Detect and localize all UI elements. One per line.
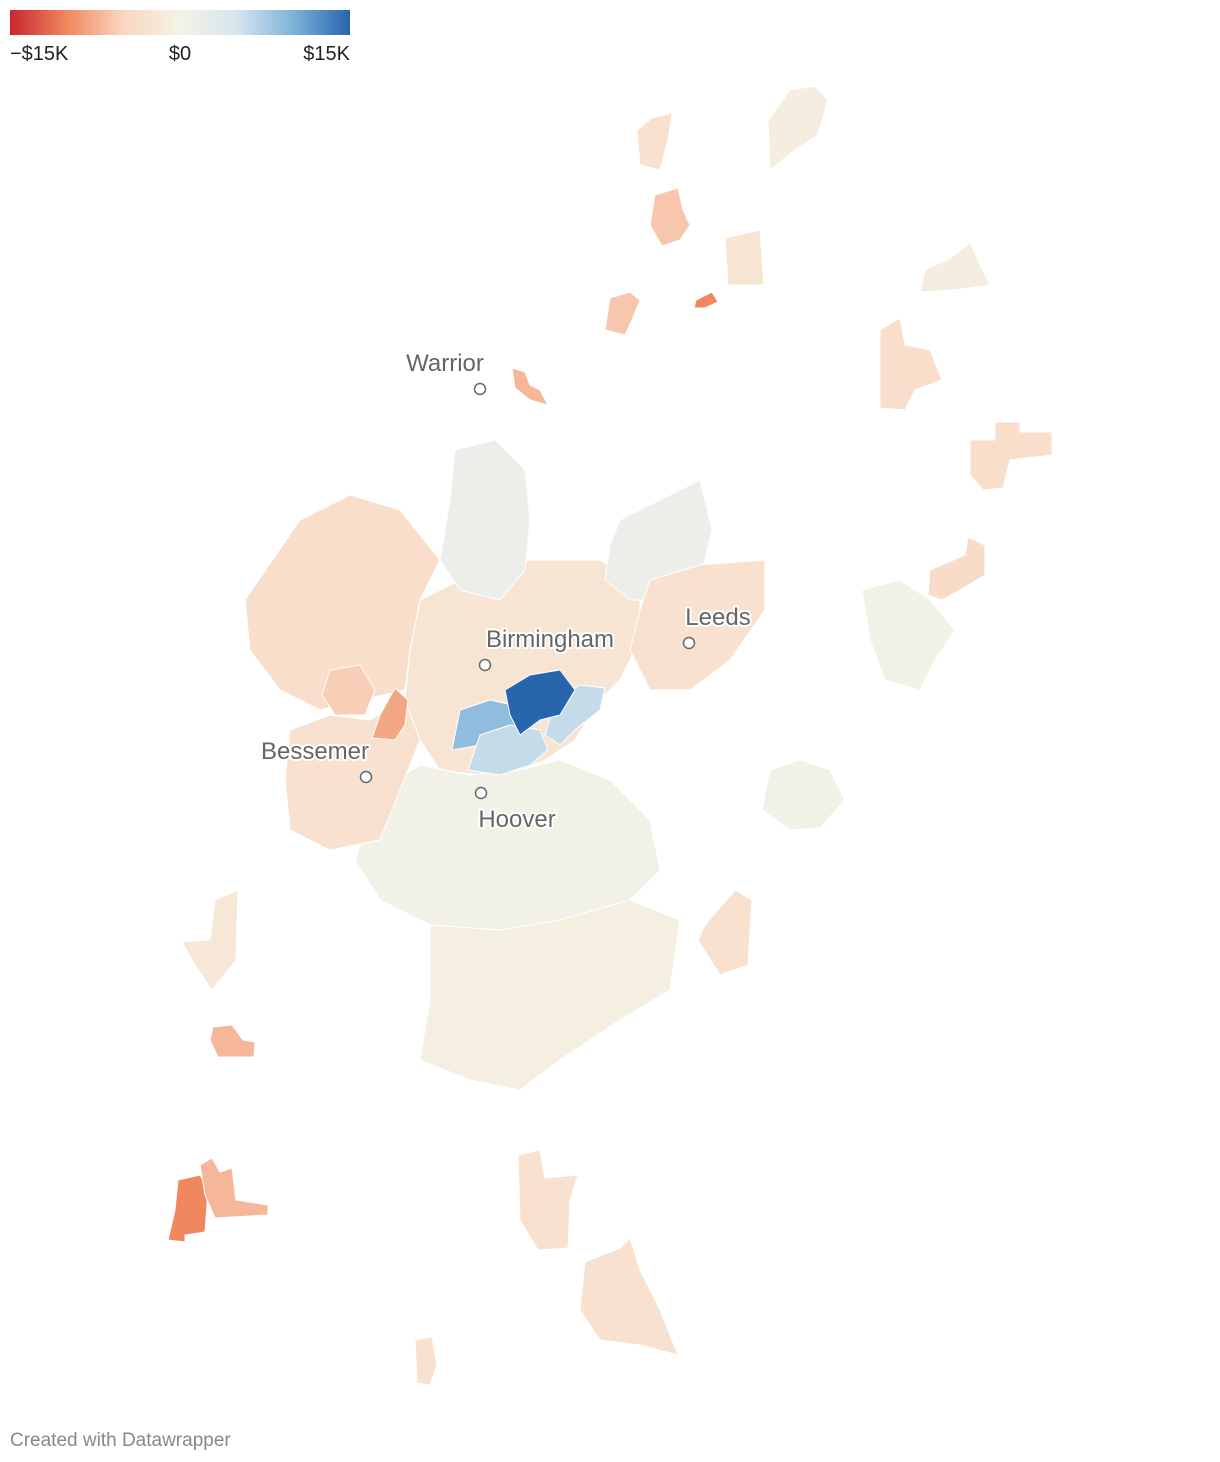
region <box>199 1157 269 1219</box>
region <box>321 664 376 716</box>
city-dot <box>478 658 492 672</box>
region <box>419 899 681 1091</box>
legend-label: $15K <box>303 43 350 65</box>
region <box>649 187 691 247</box>
region <box>969 421 1053 491</box>
region <box>919 242 991 293</box>
city-label: Hoover <box>478 806 555 833</box>
legend-gradient <box>10 10 350 35</box>
region <box>879 317 943 411</box>
region <box>767 85 829 171</box>
region <box>504 669 576 736</box>
city-label: Bessemer <box>261 738 369 765</box>
legend: −$15K $0 $15K <box>10 43 351 65</box>
region <box>244 494 441 711</box>
region <box>693 291 719 309</box>
region <box>861 579 956 691</box>
region <box>181 889 239 991</box>
region <box>439 439 531 601</box>
regions <box>167 85 1053 1386</box>
region <box>209 1024 256 1058</box>
city-dot <box>359 770 373 784</box>
city-label: Leeds <box>685 604 750 631</box>
city-label: Warrior <box>406 350 484 377</box>
region <box>927 536 986 601</box>
legend-label: $0 <box>169 43 191 65</box>
city-dot <box>474 786 488 800</box>
legend-label: −$15K <box>10 43 69 65</box>
city-dot <box>473 382 487 396</box>
region <box>167 1174 209 1243</box>
region <box>724 229 765 286</box>
region <box>579 1237 679 1356</box>
city-dot <box>682 636 696 650</box>
region <box>629 559 766 691</box>
region <box>761 759 846 831</box>
region <box>604 291 641 336</box>
region <box>511 367 549 406</box>
region <box>517 1149 579 1251</box>
region <box>371 687 409 741</box>
region <box>636 112 673 171</box>
city-label: Birmingham <box>486 626 614 653</box>
region <box>697 889 753 976</box>
city-markers <box>359 382 696 800</box>
footer: Created with Datawrapper <box>10 1430 231 1451</box>
region <box>414 1336 438 1386</box>
